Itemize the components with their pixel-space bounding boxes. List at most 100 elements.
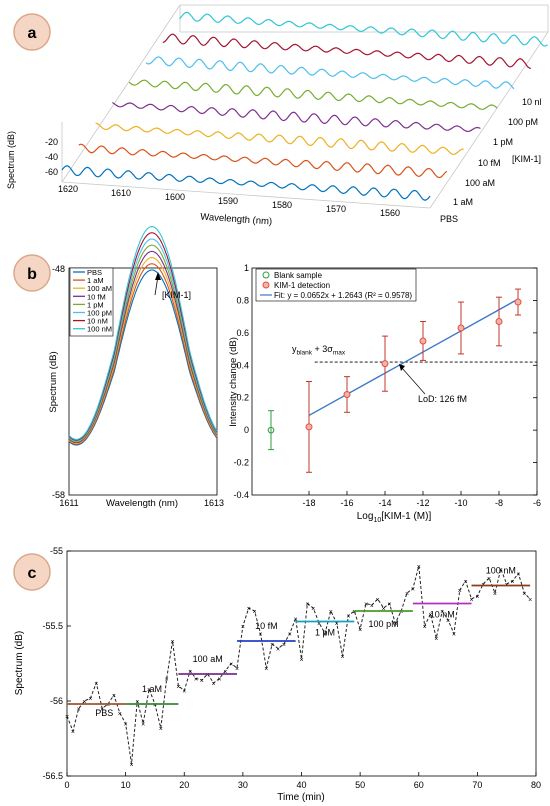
chart-b-right-plot	[267, 288, 537, 473]
level-label: 1 pM	[315, 628, 335, 638]
chart-a-series-group	[61, 11, 548, 201]
trace-point: ×	[229, 662, 233, 669]
chart-a-xtick: 1570	[326, 204, 346, 214]
legend-label: 10 fM	[87, 292, 106, 301]
trace-point: ×	[247, 606, 251, 613]
trace-point: ×	[141, 722, 145, 729]
chart-c-xtick: 50	[355, 780, 365, 790]
fit-line	[308, 298, 519, 417]
detection-point	[495, 318, 503, 326]
trace-point: ×	[159, 726, 163, 733]
level-label: 100 pM	[369, 619, 399, 629]
chart-b-left-xtick: 1613	[204, 498, 224, 508]
chart-b-right-xtick: -8	[495, 498, 503, 508]
chart-b-right-xtick: -6	[533, 498, 541, 508]
chart-b-left-ylabel: Spectrum (dB)	[48, 351, 59, 412]
detection-point	[514, 298, 522, 306]
chart-c-xtick: 10	[121, 780, 131, 790]
trace-point: ×	[165, 677, 169, 684]
trace-point: ×	[393, 621, 397, 628]
blank-point	[267, 426, 275, 434]
legend-blank-label: Blank sample	[274, 271, 323, 280]
trace-point: ×	[241, 624, 245, 631]
chart-b-right: -18 -16 -14 -12 -10 -8 -6 -0.4 -0.2 0 0.2 0.4 0.6 0.8…	[228, 263, 541, 524]
trace-point: ×	[405, 591, 409, 598]
chart-c: 0 10 20 30 40 50 60 70 80-55-55.5-56-56.5 ×××× ××…	[14, 546, 541, 803]
chart-b-right-legend: Blank sample KIM-1 detection Fit: y = 0.…	[255, 268, 417, 302]
trace-point: ×	[370, 603, 374, 610]
trace-point: ×	[452, 632, 456, 639]
chart-c-xtick: 0	[64, 780, 69, 790]
trace-point: ×	[493, 591, 497, 598]
trace-point: ×	[311, 606, 315, 613]
trace-point: ×	[88, 696, 92, 703]
chart-a-xtick: 1560	[380, 208, 400, 218]
trace-point: ×	[440, 609, 444, 616]
detection-point	[381, 360, 389, 368]
trace-point: ×	[329, 609, 333, 616]
legend-blank-marker	[262, 271, 270, 279]
chart-c-plot: ×××× ××××××××××××××××××× ××××××××× ××××××××…	[65, 564, 532, 769]
chart-a-series-line	[78, 143, 448, 179]
panel-label-b: b	[13, 254, 51, 292]
legend-fit-label: Fit: y = 0.0652x + 1.2643 (R² = 0.9578)	[274, 291, 412, 300]
chart-c-xlabel: Time (min)	[277, 792, 324, 803]
trace-point: ×	[428, 612, 432, 619]
trace-point: ×	[382, 606, 386, 613]
chart-b-right-ytick: -0.2	[233, 458, 249, 468]
trace-point: ×	[153, 702, 157, 709]
chart-a-depthtick: PBS	[440, 214, 458, 224]
detection-point	[457, 324, 465, 332]
trace-point: ×	[511, 579, 515, 586]
trace-point: ×	[235, 666, 239, 673]
chart-b-right-ytick: 0.2	[236, 393, 249, 403]
trace-point: ×	[294, 617, 298, 624]
chart-b-right-ytick: -0.4	[233, 490, 249, 500]
svg-text:b: b	[27, 266, 37, 283]
legend-label: PBS	[87, 268, 102, 277]
trace-point: ×	[475, 594, 479, 601]
chart-a-depthtick: 100 pM	[508, 117, 538, 127]
lod-arrow	[399, 364, 426, 395]
legend-label: 10 nM	[87, 317, 108, 326]
chart-a-series-line	[95, 122, 464, 156]
chart-b-left-ytick: -48	[52, 264, 65, 274]
chart-c-ytick: -55	[50, 546, 63, 556]
trace-point: ×	[446, 618, 450, 625]
trace-point: ×	[288, 632, 292, 639]
trace-point: ×	[387, 602, 391, 609]
level-label: 100 aM	[193, 654, 223, 664]
chart-a-series-line	[128, 79, 498, 110]
level-label: 10 nM	[430, 610, 455, 620]
trace-point: ×	[176, 684, 180, 691]
trace-point: ×	[100, 707, 104, 714]
chart-b-left-series-line	[68, 238, 218, 442]
trace-point: ×	[112, 693, 116, 700]
chart-a-waterfall: -20 -40 -60 Spectrum (dB) 1620 1610 1600…	[6, 4, 549, 228]
trace-point: ×	[129, 762, 133, 769]
svg-text:c: c	[28, 565, 37, 582]
trace-point: ×	[469, 597, 473, 604]
trace-point: ×	[411, 587, 415, 594]
chart-b-right-xtick: -14	[378, 498, 391, 508]
legend-label: 100 pM	[87, 309, 112, 318]
trace-point: ×	[516, 572, 520, 579]
level-label: 1 aM	[142, 684, 162, 694]
trace-point: ×	[364, 602, 368, 609]
trace-point: ×	[434, 636, 438, 643]
chart-a-series-line	[112, 102, 481, 132]
chart-b-right-ytick: 0.6	[236, 328, 249, 338]
lod-label: LoD: 126 fM	[418, 394, 467, 404]
chart-b-left-series-line	[68, 244, 218, 443]
trace-point: ×	[528, 597, 532, 604]
chart-a-series-line	[61, 165, 431, 201]
level-label: PBS	[95, 708, 113, 718]
trace-point: ×	[212, 681, 216, 688]
chart-a-ztick: -40	[45, 152, 58, 162]
chart-a-depthtick: 10 nl	[522, 97, 542, 107]
level-label: 100 nM	[486, 566, 516, 576]
trace-point: ×	[323, 632, 327, 639]
chart-b-left-series-line	[68, 269, 218, 446]
chart-c-xtick: 20	[179, 780, 189, 790]
trace-point: ×	[118, 711, 122, 718]
